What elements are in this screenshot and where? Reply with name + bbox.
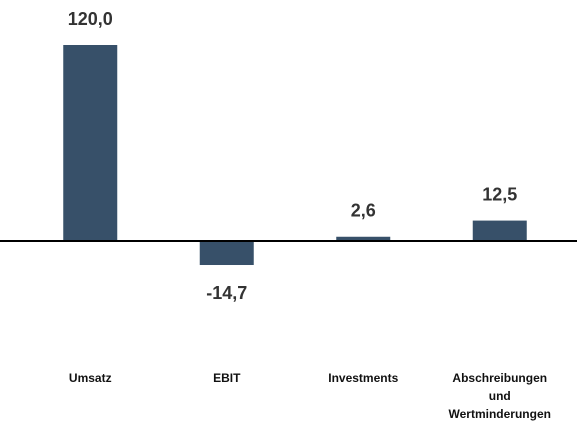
bar	[472, 220, 527, 241]
x-tick-label: EBIT	[213, 371, 241, 385]
x-tick-label: Umsatz	[68, 371, 112, 385]
data-label: 120,0	[68, 9, 113, 29]
data-label: 2,6	[351, 201, 376, 221]
x-tick-label: Investments	[328, 371, 399, 385]
data-label: 12,5	[482, 184, 517, 204]
x-tick-label: Abschreibungen und Wertminderungen	[448, 371, 551, 421]
bar	[336, 236, 391, 241]
data-label: -14,7	[206, 283, 247, 303]
bar	[63, 45, 118, 241]
bar	[199, 241, 254, 266]
